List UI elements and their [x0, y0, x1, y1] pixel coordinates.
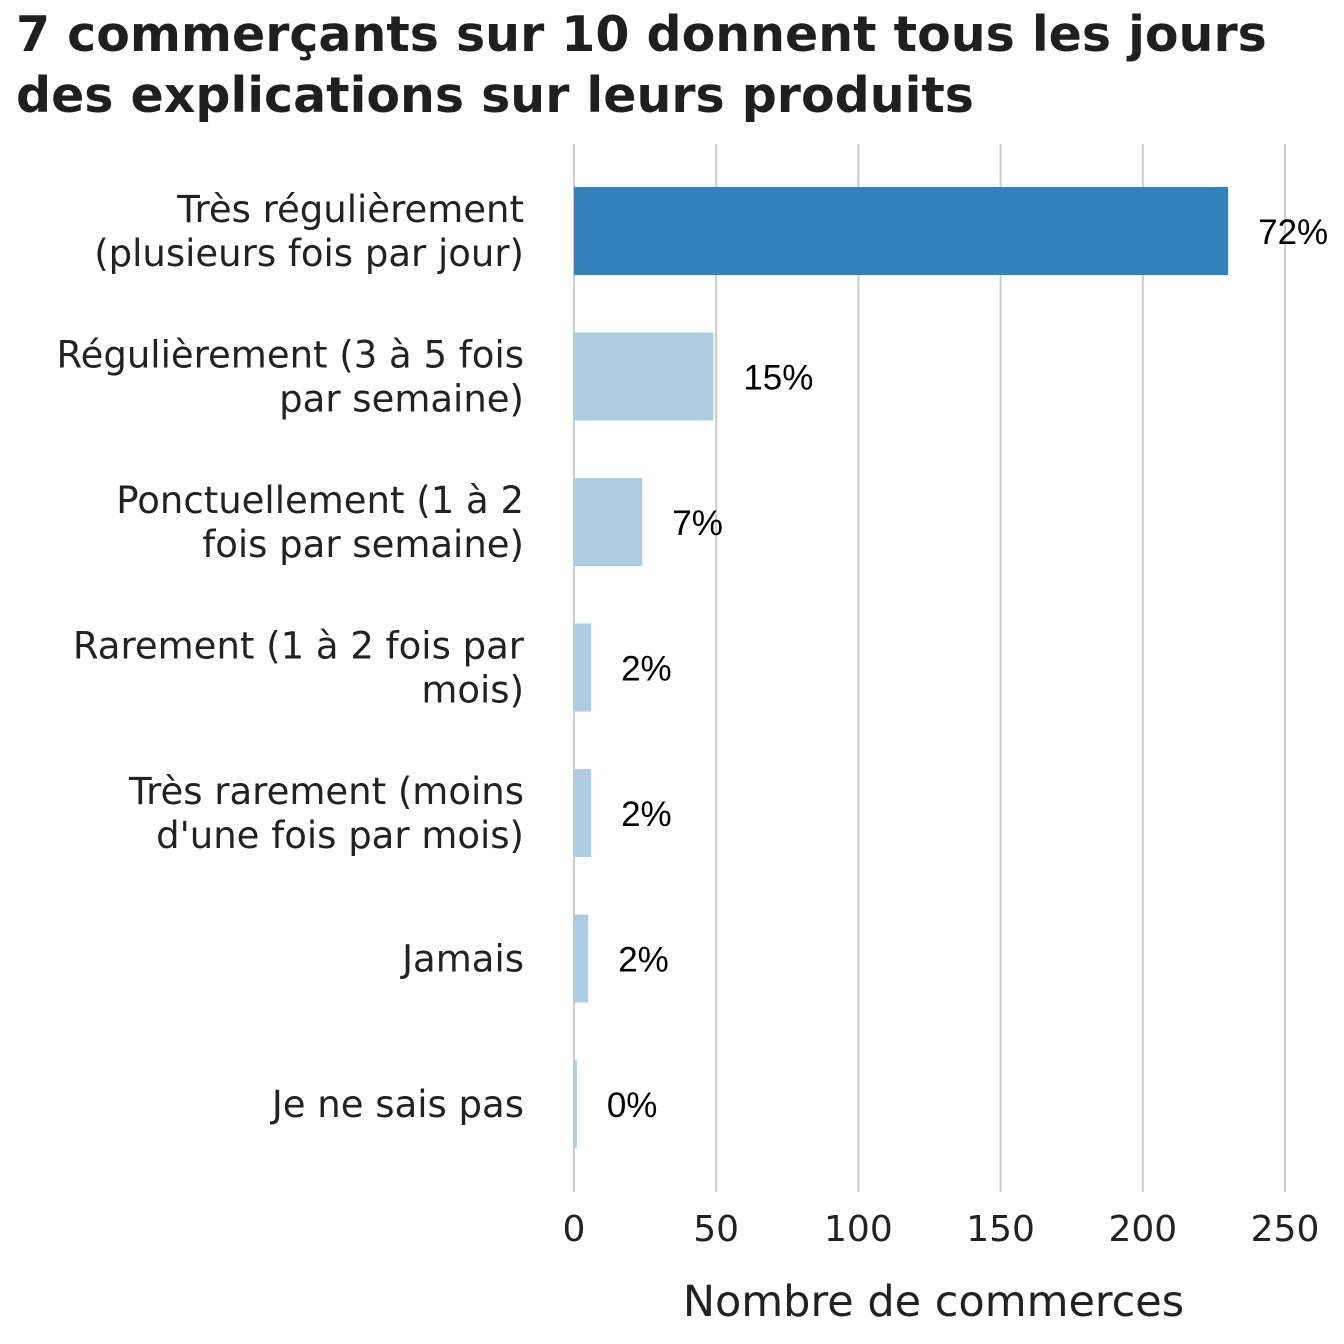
category-label-4: Très rarement (moins d'une fois par mois) [128, 770, 524, 857]
category-label-0-line-1: (plusieurs fois par jour) [94, 232, 524, 275]
bar-3 [574, 623, 592, 712]
category-label-5-line-0: Jamais [400, 938, 524, 981]
bar-5 [574, 914, 589, 1003]
x-tick-label-0: 0 [563, 1209, 586, 1250]
category-label-5: Jamais [400, 938, 524, 981]
category-label-0: Très régulièrement (plusieurs fois par jo… [94, 188, 524, 275]
value-label-0: 72% [1258, 213, 1328, 252]
chart-title: 7 commerçants sur 10 donnent tous les jo… [16, 4, 1336, 126]
category-label-3-line-1: mois) [421, 669, 524, 712]
category-label-2: Ponctuellement (1 à 2 fois par semaine) [116, 479, 524, 566]
category-label-0-line-0: Très régulièrement [176, 188, 524, 231]
x-tick-label-4: 200 [1108, 1209, 1177, 1250]
category-label-1-line-1: par semaine) [279, 378, 524, 421]
chart-title-line-2: des explications sur leurs produits [16, 67, 974, 124]
value-label-1: 15% [743, 359, 813, 398]
category-label-1: Régulièrement (3 à 5 fois par semaine) [57, 334, 524, 421]
x-tick-label-1: 50 [693, 1209, 739, 1250]
value-label-4: 2% [621, 795, 672, 834]
category-label-1-line-0: Régulièrement (3 à 5 fois [57, 334, 524, 377]
chart-title-line-1: 7 commerçants sur 10 donnent tous les jo… [16, 6, 1267, 63]
category-label-4-line-0: Très rarement (moins [128, 770, 524, 813]
category-label-4-line-1: d'une fois par mois) [156, 814, 524, 857]
value-label-3: 2% [621, 650, 672, 689]
category-label-2-line-1: fois par semaine) [202, 523, 524, 566]
value-label-5: 2% [618, 941, 669, 980]
category-label-2-line-0: Ponctuellement (1 à 2 [116, 479, 524, 522]
x-tick-label-5: 250 [1251, 1209, 1320, 1250]
bar-6 [574, 1060, 577, 1148]
category-label-3: Rarement (1 à 2 fois par mois) [73, 625, 525, 712]
value-label-6: 0% [607, 1086, 658, 1125]
category-label-6-line-0: Je ne sais pas [270, 1083, 524, 1126]
x-tick-label-2: 100 [824, 1209, 893, 1250]
category-label-6: Je ne sais pas [270, 1083, 524, 1126]
bar-1 [574, 332, 714, 421]
value-label-2: 7% [672, 504, 723, 543]
x-axis-title: Nombre de commerces [683, 1277, 1184, 1327]
x-tick-label-3: 150 [966, 1209, 1035, 1250]
bar-0 [574, 187, 1229, 275]
category-label-3-line-0: Rarement (1 à 2 fois par [73, 625, 525, 668]
bar-4 [574, 769, 592, 857]
bar-2 [574, 478, 643, 566]
